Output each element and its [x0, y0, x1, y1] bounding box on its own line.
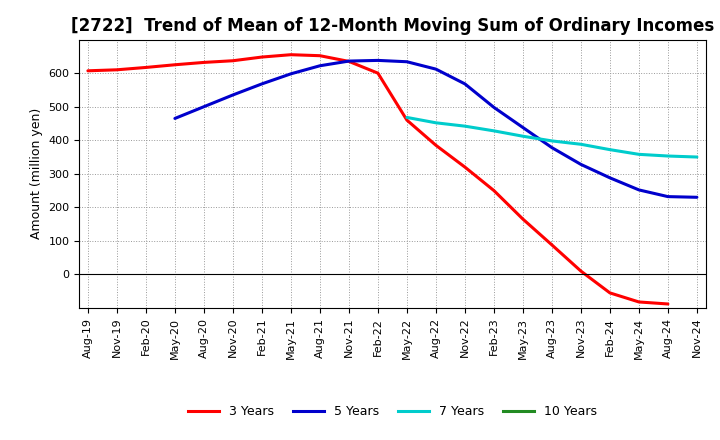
Y-axis label: Amount (million yen): Amount (million yen) — [30, 108, 42, 239]
Title: [2722]  Trend of Mean of 12-Month Moving Sum of Ordinary Incomes: [2722] Trend of Mean of 12-Month Moving … — [71, 17, 714, 35]
Legend: 3 Years, 5 Years, 7 Years, 10 Years: 3 Years, 5 Years, 7 Years, 10 Years — [183, 400, 602, 423]
